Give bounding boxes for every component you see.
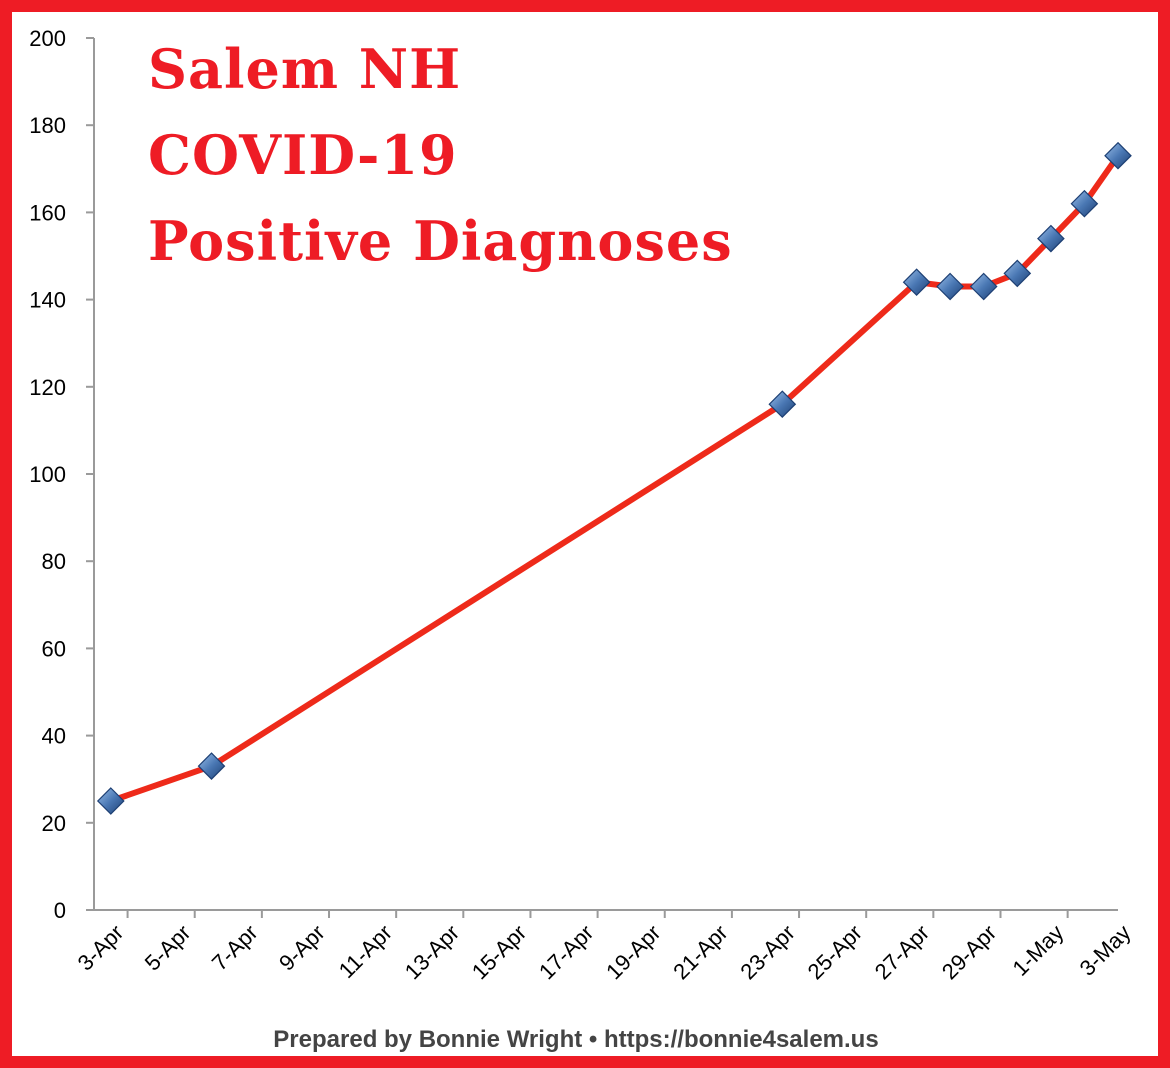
data-point-marker xyxy=(96,787,125,815)
x-tick-label: 9-Apr xyxy=(274,920,330,976)
data-point-marker xyxy=(1070,189,1099,218)
markers-group xyxy=(96,141,1132,815)
x-tick-label: 19-Apr xyxy=(601,920,665,984)
x-tick-label: 3-Apr xyxy=(73,920,129,976)
y-tick-label: 160 xyxy=(29,200,66,225)
x-tick-label: 1-May xyxy=(1007,920,1068,981)
title-line-3: Positive Diagnoses xyxy=(148,209,733,273)
data-point-marker xyxy=(768,390,797,419)
y-tick-label: 0 xyxy=(54,898,66,923)
y-tick-label: 140 xyxy=(29,288,66,313)
x-tick-label: 11-Apr xyxy=(334,920,397,983)
x-tick-label: 17-Apr xyxy=(534,920,598,984)
title-line-2: COVID-19 xyxy=(148,123,458,187)
chart-title: Salem NH COVID-19 Positive Diagnoses xyxy=(148,37,733,273)
credit-text: Prepared by Bonnie Wright • https://bonn… xyxy=(273,1026,878,1053)
series-line-group xyxy=(107,152,1121,804)
y-tick-label: 120 xyxy=(29,375,66,400)
x-tick-label: 21-Apr xyxy=(668,920,732,984)
y-tick-label: 200 xyxy=(29,26,66,51)
data-point-marker xyxy=(1104,141,1132,170)
x-tick-label: 25-Apr xyxy=(803,920,867,984)
x-tick-label: 15-Apr xyxy=(467,920,531,984)
y-tick-label: 20 xyxy=(42,811,66,836)
x-tick-label: 7-Apr xyxy=(207,920,263,976)
data-point-marker xyxy=(197,752,226,780)
y-tick-label: 180 xyxy=(29,113,66,138)
y-tick-label: 80 xyxy=(42,549,66,574)
x-tick-label: 13-Apr xyxy=(400,920,464,984)
y-tick-label: 40 xyxy=(42,724,66,749)
y-tick-label: 100 xyxy=(29,462,66,487)
title-line-1: Salem NH xyxy=(148,37,461,101)
x-tick-label: 3-May xyxy=(1075,920,1136,981)
data-point-marker xyxy=(902,268,931,297)
x-tick-label: 29-Apr xyxy=(937,920,1001,984)
data-point-marker xyxy=(969,272,998,301)
y-tick-label: 60 xyxy=(42,636,66,661)
x-tick-label: 27-Apr xyxy=(870,920,934,984)
series-line xyxy=(107,152,1121,804)
data-point-marker xyxy=(1003,259,1032,288)
x-tick-label: 23-Apr xyxy=(735,920,799,984)
data-point-marker xyxy=(936,272,964,301)
x-tick-label: 5-Apr xyxy=(140,920,196,976)
data-point-marker xyxy=(1037,224,1065,253)
